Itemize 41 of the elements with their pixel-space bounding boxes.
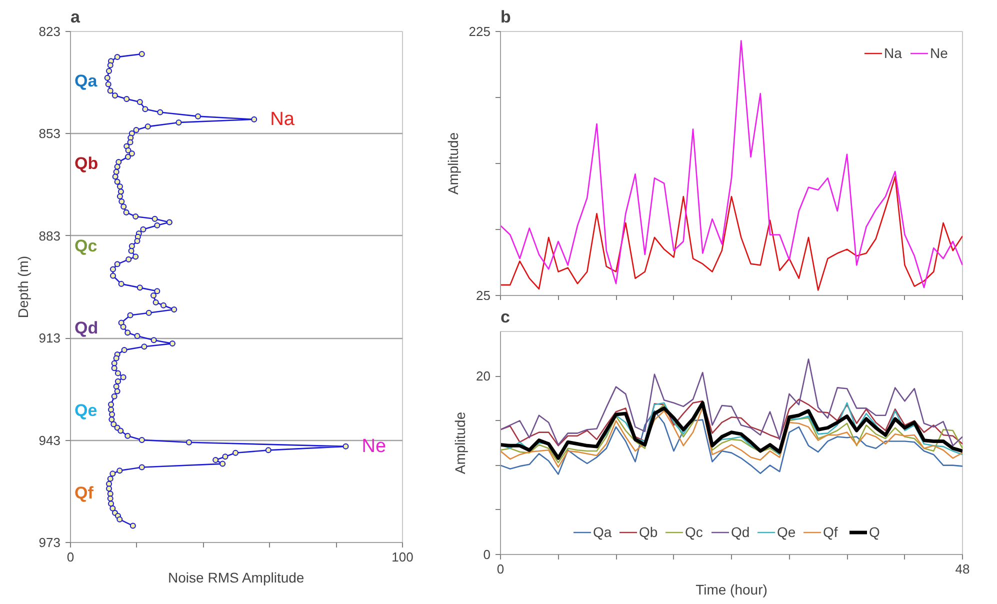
legend-label: Qe [777,524,797,540]
annotation: Qa [74,71,98,90]
y-tick-label: 913 [38,330,61,346]
legend-label: Qa [593,524,613,540]
chart-title: b [500,8,511,26]
line-series [500,410,962,475]
chart-title: c [500,308,510,326]
x-tick-label: 100 [392,550,414,564]
y-tick-label: 943 [38,432,61,448]
x-axis-title: Time (hour) [696,582,768,598]
line-series [500,358,962,446]
y-tick-label: 973 [38,535,61,550]
chart-title: a [70,8,80,26]
annotation: Qf [74,484,94,503]
y-tick-label: 25 [476,288,491,303]
annotation: Na [270,108,295,130]
y-tick-label: 823 [38,24,61,39]
legend-label: Q [869,524,881,540]
legend-label: Qd [731,524,751,540]
legend-label: Na [884,45,903,61]
annotation: Qc [74,236,98,256]
annotation: Ne [362,436,386,457]
legend-label: Qf [823,524,839,540]
legend-label: Qc [685,524,704,540]
y-axis-title: Amplitude [452,412,468,474]
y-axis-title: Depth (m) [14,256,31,318]
annotation: Qb [74,154,98,173]
legend-label: Qb [639,524,659,540]
x-axis-title: Noise RMS Amplitude [168,570,304,586]
y-tick-label: 225 [468,24,491,39]
line-series [500,398,962,446]
y-axis-title: Amplitude [444,132,461,195]
y-tick-label: 853 [38,126,61,142]
y-tick-label: 20 [476,368,491,384]
line-series [500,176,962,291]
y-tick-label: 883 [38,228,61,244]
legend-label: Ne [930,45,949,61]
annotation: Qd [74,318,98,338]
line-series [500,40,962,288]
annotation: Qe [74,401,98,420]
x-tick-label: 48 [955,562,970,576]
